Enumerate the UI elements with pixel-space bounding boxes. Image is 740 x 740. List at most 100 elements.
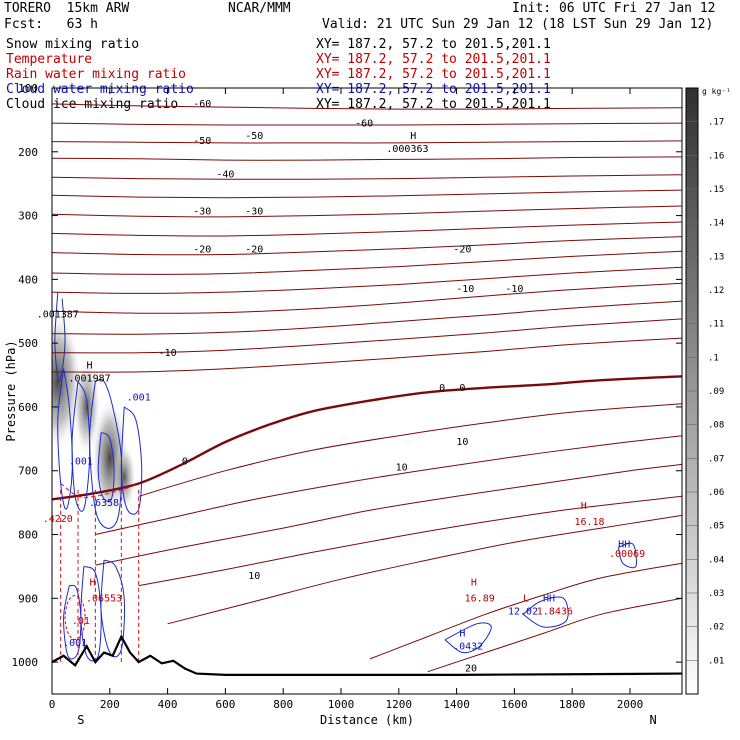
field-xy-0: XY= 187.2, 57.2 to 201.5,201.1 xyxy=(316,37,551,52)
cloud-water-contour-3 xyxy=(97,432,115,503)
colorbar-tick-9: .1 xyxy=(708,353,719,363)
plot-frame xyxy=(51,87,683,695)
y-tick-label-9: 1000 xyxy=(12,656,39,669)
rain-water-top xyxy=(60,483,139,498)
temperature-contour-8 xyxy=(52,236,682,256)
cloud-water-contour-9 xyxy=(522,596,569,628)
x-tick-label-8: 1600 xyxy=(501,698,528,711)
contour-annotation-20: H xyxy=(410,131,416,142)
temperature-contour-15 xyxy=(52,375,682,501)
colorbar-tick-8: .09 xyxy=(708,387,724,397)
contour-annotation-32: .001 xyxy=(63,638,87,649)
contour-annotation-31: .01 xyxy=(72,616,90,627)
temperature-contour-16 xyxy=(138,403,682,497)
contour-annotation-25: .001 xyxy=(127,393,151,404)
contour-annotation-35: HH xyxy=(618,539,630,550)
contour-annotation-18: 10 xyxy=(248,571,260,582)
y-tick-label-3: 400 xyxy=(18,273,38,286)
colorbar-tick-12: .13 xyxy=(708,252,724,262)
x-tick-label-5: 1000 xyxy=(328,698,355,711)
cloud-water-contour-7 xyxy=(100,559,126,658)
contour-annotation-14: 0 xyxy=(459,383,465,394)
colorbar-tick-1: .02 xyxy=(708,623,724,633)
temperature-contour-22 xyxy=(427,597,682,673)
temperature-contour-20 xyxy=(167,514,682,625)
cloud-water-contour-8 xyxy=(444,622,492,654)
temperature-contour-19 xyxy=(138,495,682,587)
contour-annotation-22: .001387 xyxy=(37,310,79,321)
contour-annotation-13: 0 xyxy=(439,383,445,394)
temperature-contour-10 xyxy=(52,266,682,294)
temperature-contour-2 xyxy=(52,140,682,144)
contour-annotation-7: -20 xyxy=(193,245,211,256)
temperature-contour-14 xyxy=(52,337,682,373)
header-center: NCAR/MMM xyxy=(228,1,291,16)
contour-annotation-34: 16.18 xyxy=(574,517,604,528)
contour-annotation-29: H xyxy=(89,578,95,589)
x-tick-label-10: 2000 xyxy=(617,698,644,711)
contour-annotation-42: 1.8436 xyxy=(537,606,573,617)
end-label-north: N xyxy=(649,713,656,727)
y-tick-label-1: 200 xyxy=(18,146,38,159)
contour-annotation-36: .00069 xyxy=(609,549,645,560)
temperature-contour-21 xyxy=(369,562,682,660)
field-xy-1: XY= 187.2, 57.2 to 201.5,201.1 xyxy=(316,52,551,67)
contour-annotation-37: H xyxy=(471,578,477,589)
field-xy-3: XY= 187.2, 57.2 to 201.5,201.1 xyxy=(316,82,551,97)
contour-annotation-12: -10 xyxy=(159,348,177,359)
field-name-2: Rain water mixing ratio xyxy=(6,67,187,82)
contour-annotation-11: -10 xyxy=(505,284,523,295)
rain-water-cell xyxy=(64,594,86,640)
temperature-contour-3 xyxy=(52,156,682,161)
contour-annotation-10: -10 xyxy=(456,284,474,295)
cloud-water-contour-1 xyxy=(71,381,91,512)
colorbar-tick-3: .04 xyxy=(708,555,724,565)
temperature-contour-5 xyxy=(52,189,682,199)
y-axis-label: Pressure (hPa) xyxy=(4,340,18,441)
y-tick-label-4: 500 xyxy=(18,337,38,350)
contour-annotation-30: .06553 xyxy=(86,594,122,605)
snow-shade-right xyxy=(112,442,137,513)
colorbar-tick-6: .07 xyxy=(708,454,724,464)
x-axis-label: Distance (km) xyxy=(320,713,414,727)
contour-annotation-28: .4220 xyxy=(43,514,73,525)
header-fcst: Fcst: 63 h xyxy=(4,17,98,32)
header-valid: Valid: 21 UTC Sun 29 Jan 12 (18 LST Sun … xyxy=(322,17,714,32)
x-tick-label-4: 800 xyxy=(273,698,293,711)
contour-annotation-41: 12.02 xyxy=(508,606,538,617)
temperature-contour-18 xyxy=(95,463,682,566)
temperature-contour-17 xyxy=(95,435,682,535)
cloud-water-contour-4 xyxy=(120,406,143,515)
field-name-3: Cloud water mixing ratio xyxy=(6,82,194,97)
field-name-4: Cloud ice mixing ratio xyxy=(6,97,179,112)
contour-annotation-27: .6358 xyxy=(89,498,119,509)
end-label-south: S xyxy=(77,713,84,727)
y-tick-label-8: 900 xyxy=(18,592,38,605)
y-tick-label-2: 300 xyxy=(18,210,38,223)
field-name-1: Temperature xyxy=(6,52,93,67)
colorbar-tick-5: .06 xyxy=(708,488,724,498)
contour-annotation-23: H xyxy=(87,361,93,372)
contour-annotation-1: -60 xyxy=(355,118,373,129)
cloud-water-contour-0 xyxy=(57,368,73,510)
header-init: Init: 06 UTC Fri 27 Jan 12 xyxy=(512,1,716,16)
colorbar-unit: g kg⁻¹ xyxy=(702,87,731,96)
x-tick-label-6: 1200 xyxy=(386,698,413,711)
colorbar-tick-7: .08 xyxy=(708,421,724,431)
contour-annotation-15: 0 xyxy=(182,456,188,467)
contour-annotation-21: .000363 xyxy=(386,144,428,155)
colorbar-tick-4: .05 xyxy=(708,522,724,532)
colorbar-tick-14: .15 xyxy=(708,185,724,195)
contour-annotation-26: .001 xyxy=(69,456,93,467)
colorbar-tick-15: .16 xyxy=(708,151,724,161)
colorbar-tick-16: .17 xyxy=(708,118,724,128)
contour-annotation-38: 16.89 xyxy=(465,594,495,605)
temperature-contour-4 xyxy=(52,174,682,180)
contour-annotation-40: HH xyxy=(543,594,555,605)
temperature-contour-12 xyxy=(52,300,682,335)
cloud-water-contour-6 xyxy=(80,565,102,662)
x-tick-label-7: 1400 xyxy=(443,698,470,711)
y-tick-label-6: 700 xyxy=(18,465,38,478)
x-tick-label-0: 0 xyxy=(49,698,56,711)
